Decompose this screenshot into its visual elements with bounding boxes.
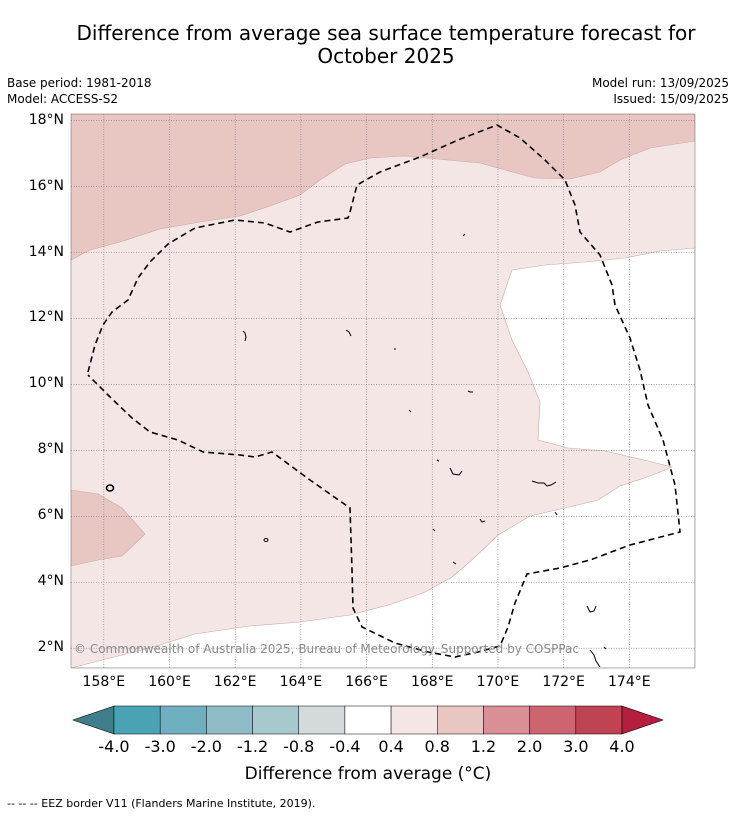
colorbar-tick-label: 1.2 [470,737,497,756]
graticule [71,114,695,668]
eez-border [87,124,681,658]
latitude-label: 4°N [37,573,64,590]
island [345,329,352,337]
model-run-text: Model run: 13/09/2025 [591,76,729,90]
model-text: Model: ACCESS-S2 [7,92,119,106]
colorbar-segment [113,705,161,735]
anomaly-band-0.8-1.2-north [71,114,695,261]
map-title-line1: Difference from average sea surface temp… [76,21,696,45]
island [479,518,486,523]
latitude-label: 10°N [28,375,64,392]
colorbar-extend-high [621,705,664,735]
copyright-text: © Commonwealth of Australia 2025, Bureau… [74,642,579,656]
colorbar-extend-low [72,705,115,735]
base-period-text: Base period: 1981-2018 [7,76,152,90]
colorbar-tick-label: -2.0 [190,737,222,756]
island [408,409,412,413]
island [436,459,440,462]
island [263,538,269,542]
colorbar-segment [529,705,577,735]
longitude-label: 172°E [542,674,585,690]
island [603,646,607,650]
colorbar-segment [437,705,484,735]
latitude-label: 8°N [37,441,64,458]
longitude-label: 158°E [82,674,126,690]
island [531,480,557,487]
meta-left: Base period: 1981-2018 Model: ACCESS-S2 [7,75,152,107]
anomaly-band-neutral-east [71,247,695,668]
map-title: Difference from average sea surface temp… [0,22,736,68]
islands [105,233,607,668]
colorbar-segment [252,705,299,735]
colorbar-segment [344,705,392,735]
meta-right: Model run: 13/09/2025 Issued: 15/09/2025 [592,75,729,107]
anomaly-band-0.8-1.2-west [71,489,146,567]
island [449,467,463,476]
longitude-label: 174°E [608,674,651,690]
colorbar-segment [298,705,346,735]
island [432,528,436,532]
colorbar [72,705,664,735]
longitude-label: 162°E [213,674,257,690]
colorbar-tick-label: -0.4 [329,737,361,756]
island [589,649,601,668]
colorbar-tick-label: -4.0 [98,737,130,756]
island [462,233,466,237]
colorbar-tick-label: -3.0 [144,737,176,756]
issued-text: Issued: 15/09/2025 [613,92,729,106]
latitude-label: 12°N [28,309,64,326]
colorbar-tick-label: 2.0 [516,737,543,756]
colorbar-segment [159,705,207,735]
colorbar-tick-label: -0.8 [283,737,315,756]
latitude-label: 18°N [28,111,64,128]
island [467,390,473,393]
colorbar-tick-label: -1.2 [236,737,269,756]
island [586,605,597,613]
colorbar-title: Difference from average (°C) [244,764,492,784]
colorbar-segment [390,705,438,735]
colorbar-tick-label: 0.4 [378,737,404,756]
latitude-label: 16°N [28,177,64,194]
longitude-label: 168°E [410,674,454,690]
longitude-label: 160°E [148,674,191,690]
colorbar-tick-label: 3.0 [563,737,589,756]
longitude-label: 170°E [476,674,520,690]
island [554,511,558,516]
longitude-label: 164°E [279,674,323,690]
eez-legend-note: -- -- -- EEZ border V11 (Flanders Marine… [7,797,316,810]
island [105,484,115,492]
colorbar-segment [206,705,253,735]
longitude-label: 166°E [345,674,388,690]
colorbar-segment [575,705,623,735]
latitude-label: 14°N [28,243,64,260]
latitude-label: 6°N [37,507,64,524]
map-title-line2: October 2025 [317,44,455,68]
colorbar-tick-label: 4.0 [609,737,635,756]
colorbar-tick-label: 0.8 [424,737,450,756]
island [242,330,247,342]
latitude-label: 2°N [37,639,64,656]
colorbar-segment [483,705,530,735]
island [452,561,457,565]
